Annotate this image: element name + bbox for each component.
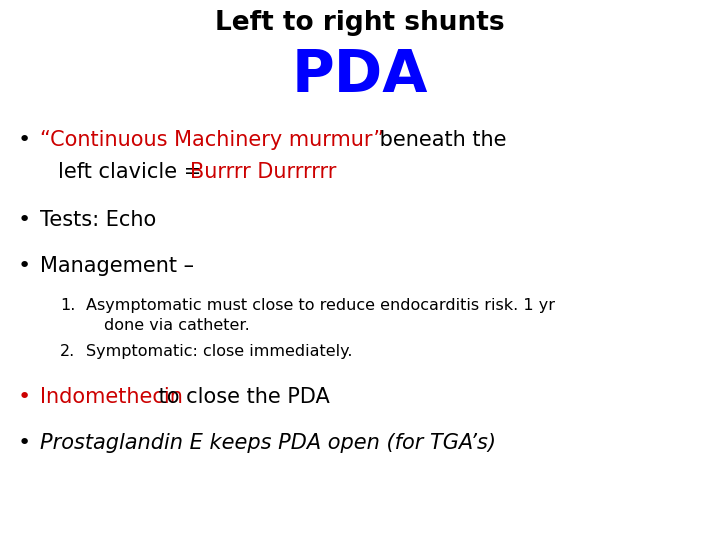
Text: left clavicle =: left clavicle = <box>58 162 208 182</box>
Text: Burrrr Durrrrrr: Burrrr Durrrrrr <box>190 162 336 182</box>
Text: to close the PDA: to close the PDA <box>152 387 330 407</box>
Text: beneath the: beneath the <box>373 130 506 150</box>
Text: •: • <box>18 433 31 453</box>
Text: 1.: 1. <box>60 298 76 313</box>
Text: •: • <box>18 256 31 276</box>
Text: Prostaglandin E keeps PDA open (for TGA’s): Prostaglandin E keeps PDA open (for TGA’… <box>40 433 496 453</box>
Text: Left to right shunts: Left to right shunts <box>215 10 505 36</box>
Text: Symptomatic: close immediately.: Symptomatic: close immediately. <box>86 344 353 359</box>
Text: Indomethеcin: Indomethеcin <box>40 387 183 407</box>
Text: •: • <box>18 130 31 150</box>
Text: Tests: Echo: Tests: Echo <box>40 210 156 230</box>
Text: 2.: 2. <box>60 344 76 359</box>
Text: Asymptomatic must close to reduce endocarditis risk. 1 yr: Asymptomatic must close to reduce endoca… <box>86 298 555 313</box>
Text: Management –: Management – <box>40 256 194 276</box>
Text: •: • <box>18 210 31 230</box>
Text: PDA: PDA <box>292 47 428 104</box>
Text: “Continuous Machinery murmur”: “Continuous Machinery murmur” <box>40 130 384 150</box>
Text: •: • <box>18 387 31 407</box>
Text: done via catheter.: done via catheter. <box>104 318 250 333</box>
